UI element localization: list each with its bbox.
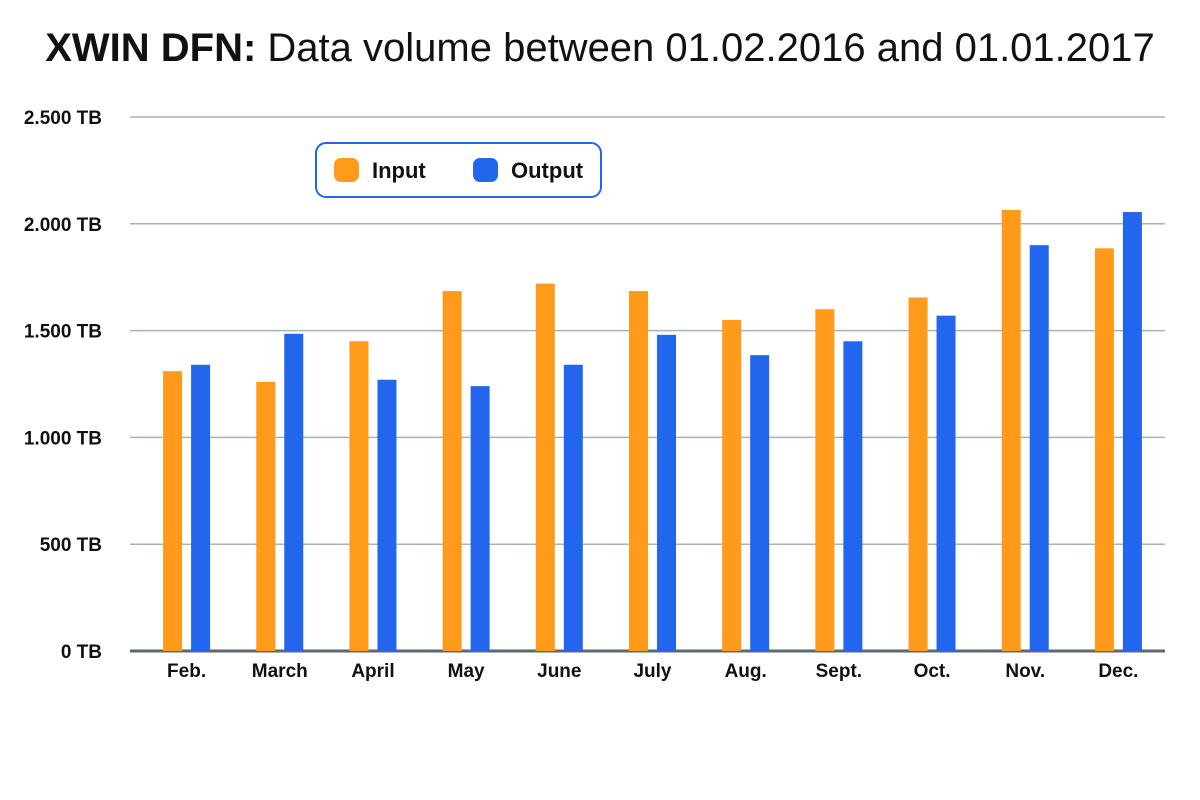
- bar-output-1: [284, 333, 304, 651]
- bar-output-5: [657, 334, 676, 651]
- x-tick-label: Nov.: [1005, 661, 1045, 682]
- x-tick-label: Feb.: [167, 661, 206, 682]
- x-tick-label: April: [351, 661, 394, 682]
- x-tick-label: Aug.: [725, 661, 767, 682]
- bar-output-0: [191, 364, 211, 651]
- legend-swatch-input: [334, 158, 359, 182]
- bar-output-7: [843, 341, 863, 651]
- bar-input-5: [629, 291, 648, 651]
- bar-output-8: [936, 315, 956, 651]
- bar-input-2: [349, 341, 369, 651]
- bar-output-9: [1029, 245, 1049, 651]
- y-tick-label: 1.500 TB: [24, 322, 102, 343]
- y-tick-label: 500 TB: [40, 535, 102, 556]
- chart-title-bold: XWIN DFN:: [45, 26, 257, 70]
- bar-input-4: [535, 283, 555, 651]
- y-tick-label: 2.500 TB: [24, 108, 102, 129]
- x-tick-label: Oct.: [914, 661, 951, 682]
- bar-output-4: [563, 364, 583, 651]
- x-tick-label: July: [633, 661, 671, 682]
- legend-label-input: Input: [372, 158, 426, 183]
- x-tick-label: June: [537, 661, 581, 682]
- bar-input-3: [442, 291, 462, 651]
- bar-output-10: [1122, 212, 1142, 651]
- bar-output-3: [470, 386, 490, 651]
- bar-input-6: [722, 319, 742, 651]
- y-tick-label: 2.000 TB: [24, 215, 102, 236]
- bar-input-8: [908, 297, 928, 651]
- legend-box: [315, 142, 602, 198]
- x-tick-label: Sept.: [816, 661, 862, 682]
- bar-input-9: [1001, 209, 1021, 651]
- bar-input-0: [163, 371, 183, 651]
- x-axis-ticks: Feb. March April May June July Aug. Sept. Oct. No…: [167, 661, 1138, 682]
- bar-output-6: [750, 355, 770, 651]
- bar-input-7: [815, 309, 835, 651]
- legend-label-output: Output: [511, 158, 584, 183]
- bar-input-1: [256, 381, 276, 651]
- y-tick-label: 0 TB: [61, 642, 102, 663]
- y-axis-ticks: 0 TB 500 TB 1.000 TB 1.500 TB 2.000 TB 2.500 …: [24, 108, 102, 663]
- legend-swatch-output: [473, 158, 498, 182]
- x-tick-label: May: [448, 661, 485, 682]
- x-tick-label: Dec.: [1098, 661, 1138, 682]
- legend: Input Output: [315, 142, 602, 198]
- chart-title: XWIN DFN: Data volume between 01.02.2016…: [0, 26, 1200, 71]
- x-tick-label: March: [252, 661, 308, 682]
- bars: [163, 209, 1142, 651]
- bar-input-10: [1094, 248, 1114, 651]
- chart-title-rest: Data volume between 01.02.2016 and 01.01…: [267, 26, 1155, 70]
- bar-output-2: [377, 379, 397, 651]
- y-tick-label: 1.000 TB: [24, 428, 102, 449]
